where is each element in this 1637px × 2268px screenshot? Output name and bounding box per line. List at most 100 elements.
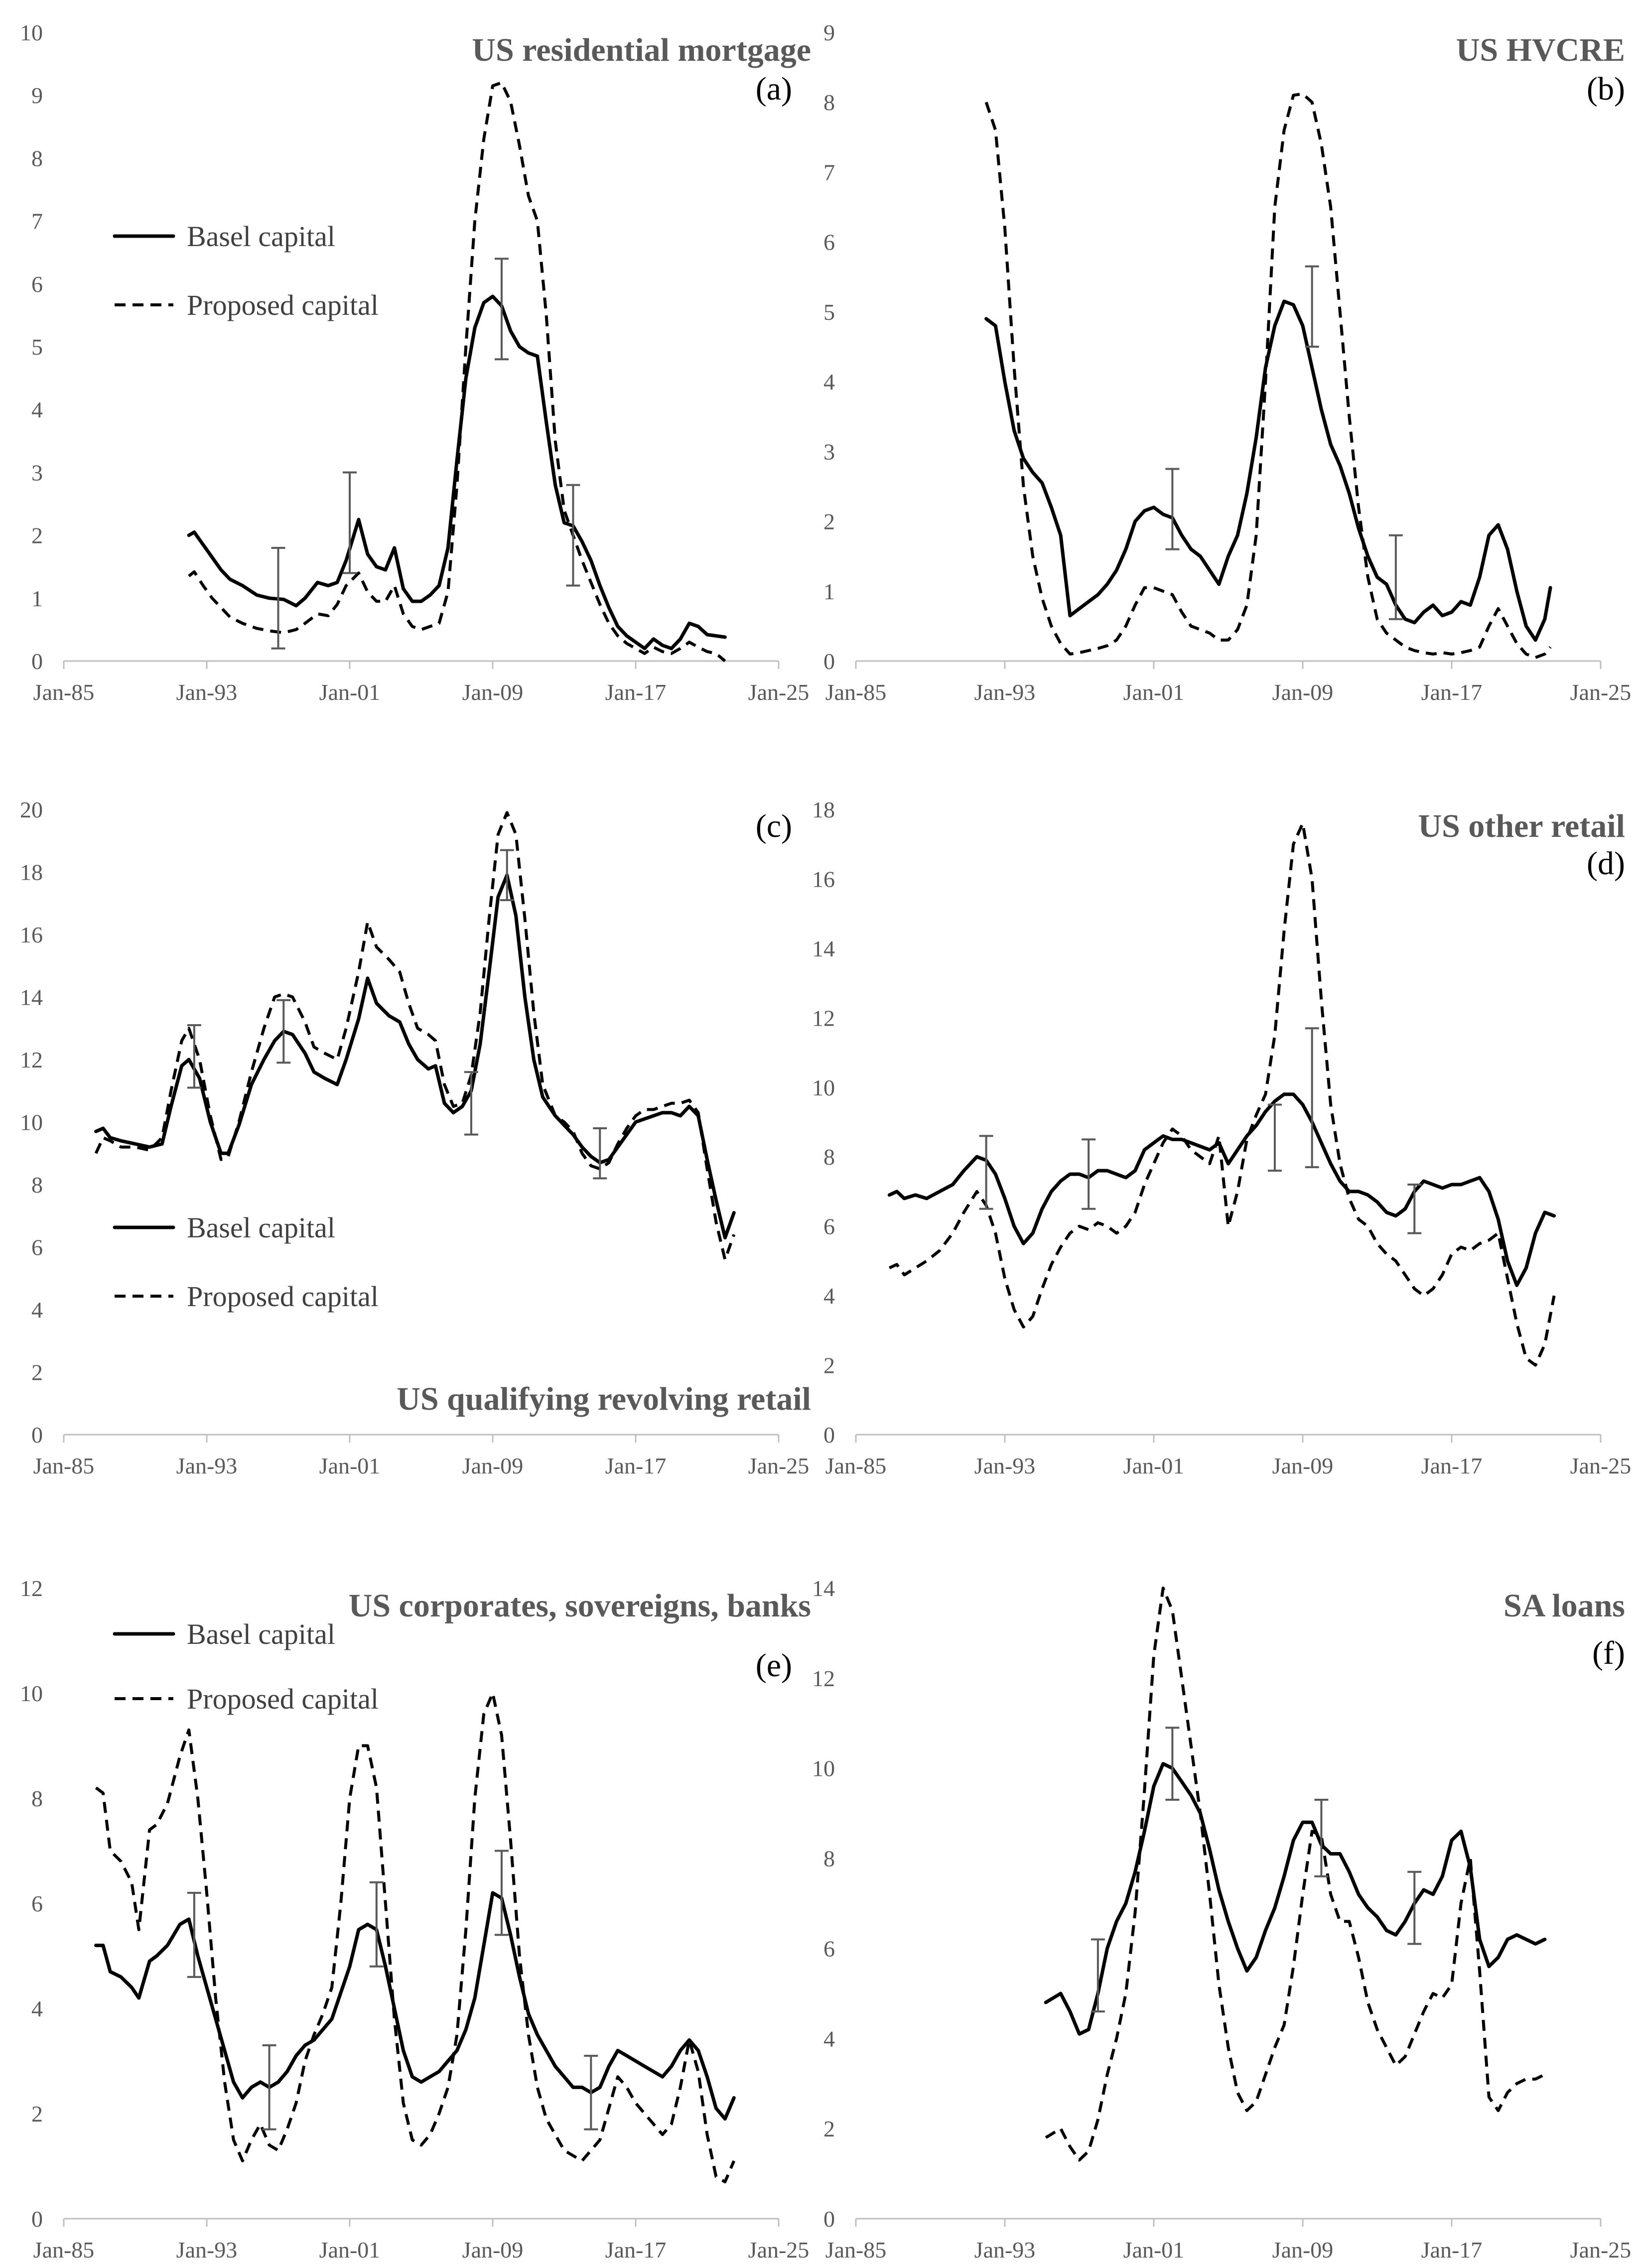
error-bar [187, 1891, 201, 1978]
error-bar [1267, 1103, 1282, 1172]
y-tick-label: 6 [31, 1235, 43, 1260]
y-tick-label: 8 [31, 1172, 43, 1198]
x-tick-label: Jan-85 [825, 679, 887, 705]
proposed-capital-line [889, 821, 1556, 1367]
y-tick-label: 10 [812, 1756, 835, 1781]
panel-a: Jan-85 Jan-93 Jan-01 Jan-09 Jan-17 Jan-25 0 1 2 3… [20, 20, 811, 705]
legend: Basel capital Proposed capital [113, 1618, 379, 1715]
basel-capital-line [1044, 1762, 1547, 2036]
panel-title: US residential mortgage [472, 32, 811, 68]
error-bar [187, 1024, 201, 1089]
legend-label: Proposed capital [187, 1280, 379, 1313]
y-tick-label: 16 [20, 922, 43, 947]
error-bar [1407, 1184, 1422, 1234]
error-bar [979, 1135, 993, 1210]
y-tick-label: 6 [31, 271, 43, 297]
legend-entry: Proposed capital [115, 289, 379, 321]
x-tick-label: Jan-93 [974, 2237, 1036, 2263]
proposed-capital-line [984, 92, 1552, 659]
y-tick-label: 8 [31, 1786, 43, 1811]
y-tick-label: 4 [823, 1283, 835, 1309]
legend-label: Proposed capital [187, 289, 379, 321]
x-tick-label: Jan-93 [176, 1453, 238, 1478]
error-bar [262, 2044, 276, 2131]
panel-label: (c) [756, 808, 792, 844]
y-tick-label: 12 [20, 1576, 43, 1601]
legend-entry: Basel capital [113, 1211, 335, 1244]
x-tick-label: Jan-93 [176, 2237, 238, 2263]
y-tick-label: 10 [20, 1110, 43, 1135]
legend-entry: Proposed capital [115, 1683, 379, 1715]
x-tick-label: Jan-17 [605, 2237, 667, 2263]
x-tick-label: Jan-17 [605, 1453, 667, 1478]
y-tick-label: 10 [812, 1075, 835, 1100]
error-bar [1314, 1799, 1329, 1877]
proposed-capital-line [188, 81, 726, 663]
x-tick-label: Jan-85 [825, 2237, 887, 2263]
x-tick-label: Jan-85 [33, 2237, 95, 2263]
basel-capital-line [887, 1092, 1556, 1287]
y-tick-label: 0 [823, 649, 835, 674]
y-tick-label: 14 [812, 936, 835, 961]
y-tick-label: 6 [823, 1214, 835, 1239]
panel-e: Jan-85 Jan-93 Jan-01 Jan-09 Jan-17 Jan-25 0 2 4 6… [20, 1576, 811, 2263]
panel-title: US qualifying revolving retail [397, 1381, 811, 1417]
y-tick-label: 2 [823, 509, 835, 534]
error-bar [369, 1881, 384, 1968]
y-tick-label: 0 [31, 649, 43, 674]
y-tick-label: 8 [823, 90, 835, 115]
legend: Basel capital Proposed capital [113, 220, 379, 321]
x-tick-label: Jan-25 [748, 1453, 810, 1478]
panel-label: (f) [1592, 1635, 1625, 1671]
legend-label: Basel capital [187, 220, 335, 253]
y-tick-label: 12 [20, 1047, 43, 1072]
y-tick-label: 1 [823, 579, 835, 604]
x-tick-label: Jan-09 [462, 1453, 524, 1478]
x-tick-label: Jan-25 [748, 679, 810, 705]
x-tick-label: Jan-09 [1272, 2237, 1334, 2263]
x-tick-label: Jan-01 [319, 1453, 381, 1478]
x-tick-label: Jan-85 [33, 1453, 95, 1478]
legend-label: Proposed capital [187, 1683, 379, 1715]
error-bar [500, 849, 514, 901]
y-tick-label: 2 [31, 523, 43, 548]
y-tick-label: 0 [823, 2206, 835, 2232]
y-tick-label: 2 [31, 1360, 43, 1385]
x-tick-label: Jan-93 [176, 679, 238, 705]
basel-capital-line [984, 299, 1552, 642]
panel-title: US HVCRE [1456, 32, 1625, 68]
y-tick-label: 0 [31, 2206, 43, 2232]
legend-entry: Basel capital [113, 1618, 335, 1650]
y-tick-label: 18 [20, 860, 43, 885]
y-tick-label: 3 [823, 439, 835, 464]
x-tick-label: Jan-17 [605, 679, 667, 705]
x-tick-label: Jan-01 [319, 679, 381, 705]
x-tick-label: Jan-09 [462, 2237, 524, 2263]
y-tick-label: 2 [31, 2101, 43, 2127]
panel-d: Jan-85 Jan-93 Jan-01 Jan-09 Jan-17 Jan-25 0 2 4 6… [812, 797, 1631, 1478]
x-tick-label: Jan-25 [1570, 1453, 1632, 1478]
x-tick-label: Jan-01 [1123, 2237, 1185, 2263]
legend-entry: Basel capital [113, 220, 335, 253]
y-tick-label: 8 [823, 1144, 835, 1170]
y-tick-label: 1 [31, 586, 43, 611]
x-tick-label: Jan-09 [462, 679, 524, 705]
x-tick-label: Jan-25 [1570, 2237, 1632, 2263]
x-tick-label: Jan-93 [974, 679, 1036, 705]
error-bar [343, 471, 357, 574]
y-tick-label: 4 [31, 1297, 43, 1323]
error-bar [1082, 1138, 1096, 1210]
panel-title: SA loans [1503, 1588, 1625, 1624]
y-tick-label: 2 [823, 1353, 835, 1378]
x-tick-label: Jan-25 [1570, 679, 1632, 705]
legend-entry: Proposed capital [115, 1280, 379, 1313]
y-tick-label: 5 [31, 334, 43, 360]
panel-label: (d) [1587, 845, 1625, 882]
y-tick-label: 4 [823, 2026, 835, 2051]
legend: Basel capital Proposed capital [113, 1211, 379, 1313]
panel-title: US other retail [1418, 808, 1626, 844]
y-tick-label: 4 [823, 369, 835, 395]
y-tick-label: 14 [20, 985, 43, 1010]
error-bar [593, 1127, 607, 1180]
